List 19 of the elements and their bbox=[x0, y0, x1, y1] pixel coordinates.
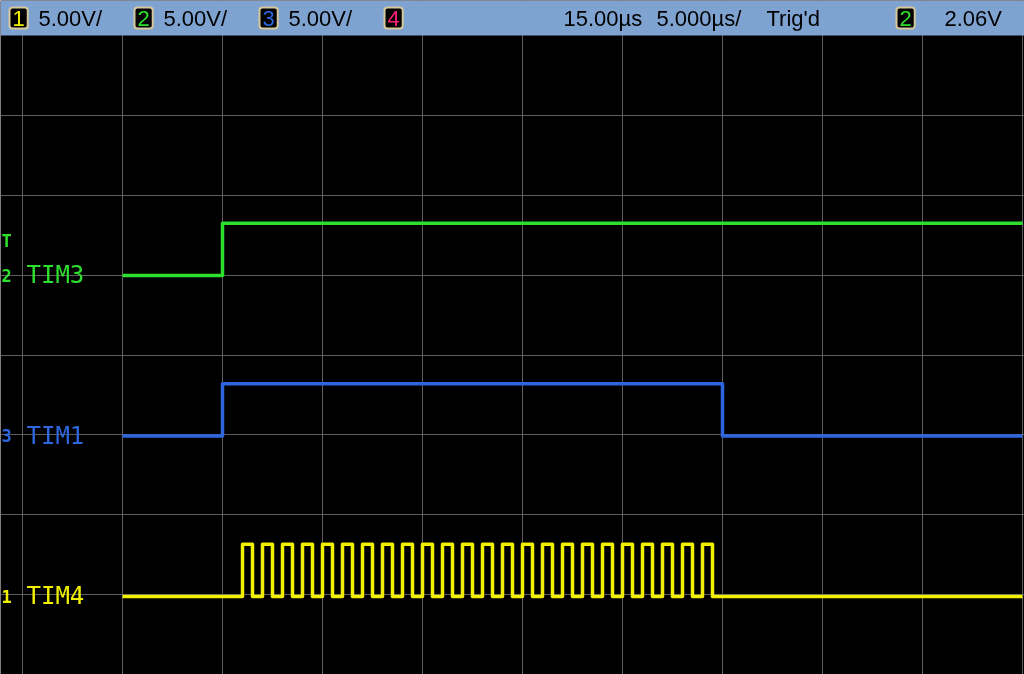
series-label: TIM3 bbox=[26, 261, 85, 290]
text: 5.00V/ bbox=[288, 5, 353, 31]
text: 15.00µs bbox=[563, 5, 643, 31]
series-label: TIM4 bbox=[26, 582, 85, 611]
text: 5.00V/ bbox=[163, 5, 228, 31]
text: 2 bbox=[1, 266, 12, 286]
text: 2 bbox=[137, 5, 150, 31]
text: 5.00V/ bbox=[38, 5, 103, 31]
text: 1 bbox=[1, 586, 12, 607]
text: T bbox=[1, 231, 12, 252]
text: 2.06V bbox=[944, 5, 1003, 31]
text: 4 bbox=[387, 5, 400, 31]
text: 2 bbox=[899, 5, 912, 31]
text: 3 bbox=[1, 426, 12, 447]
series-label: TIM1 bbox=[26, 421, 85, 450]
text: Trig'd bbox=[766, 5, 821, 31]
text: 3 bbox=[262, 5, 275, 31]
text: 1 bbox=[12, 5, 25, 31]
text: 5.000µs/ bbox=[656, 5, 743, 31]
